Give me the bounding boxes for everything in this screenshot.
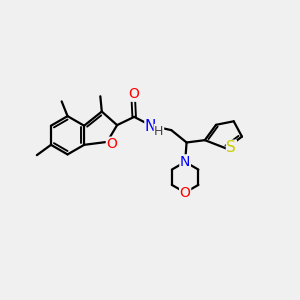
Text: N: N (145, 119, 156, 134)
Text: O: O (180, 185, 190, 200)
Text: N: N (180, 155, 190, 169)
Text: H: H (154, 124, 164, 137)
Text: O: O (128, 87, 139, 101)
Text: S: S (226, 140, 236, 155)
Text: O: O (106, 137, 117, 151)
